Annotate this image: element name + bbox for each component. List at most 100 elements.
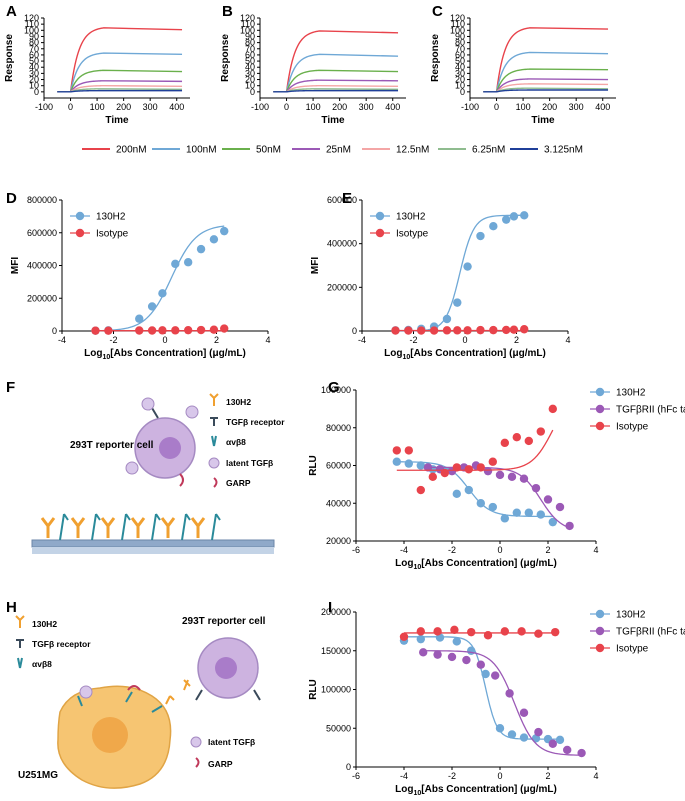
latent-tgfb-shape-2: [125, 461, 139, 475]
y-tick-label: 90: [455, 31, 465, 41]
data-point-130H2: [489, 222, 498, 231]
sensorgram-line-50nM: [57, 69, 183, 93]
data-point-Isotype: [483, 631, 493, 640]
legend-garp: GARP: [208, 759, 233, 769]
panel-letter-h: H: [6, 599, 17, 616]
x-axis-label: Log10[Abs Concentration] (μg/mL): [395, 558, 557, 571]
y-tick-label: 100: [240, 25, 255, 35]
sensorgram-line-200nM: [273, 30, 399, 93]
sensorgram-line-100nM: [57, 52, 183, 93]
sensorgram-line-3.125nM: [483, 89, 609, 93]
data-point-130H2: [476, 231, 485, 241]
y-tick-label: 20: [455, 75, 465, 85]
schematic-f-legend: 130H2 TGFβ receptor αvβ8 latent TGFβ GAR…: [208, 393, 285, 488]
sensorgram-line-50nM: [483, 68, 609, 93]
data-point-Isotype: [429, 326, 439, 335]
data-point-130H2: [548, 517, 557, 527]
x-tick-label: 300: [359, 102, 374, 112]
garp-shape: [179, 473, 184, 487]
data-point-130H2: [183, 258, 193, 267]
y-tick-label: 10: [455, 81, 465, 91]
y-tick-label: 0: [52, 326, 57, 336]
free-antibody: [183, 679, 191, 691]
y-axis-label: MFI: [310, 257, 321, 274]
x-tick-label: -100: [35, 102, 53, 112]
data-point-TGFβRII (hFc tag): [519, 708, 529, 717]
data-point-Isotype: [171, 326, 180, 335]
y-tick-label: 40: [29, 62, 39, 72]
data-point-130H2: [464, 485, 473, 495]
x-tick-label: 0: [162, 335, 167, 345]
y-tick-label: 100: [24, 25, 39, 35]
data-point-Isotype: [147, 326, 157, 335]
y-tick-label: 40: [245, 62, 255, 72]
legend-tgfb-receptor: TGFβ receptor: [32, 639, 91, 649]
x-tick-label: 400: [169, 102, 184, 112]
receptor-shape: [195, 689, 261, 701]
reporter-chart-i: -6 -4 -2 0 2 4 0 50000 100000 150000 200000 Log10[A…: [308, 607, 685, 797]
x-tick-label: 400: [385, 102, 400, 112]
spr-legend-label: 50nM: [256, 145, 281, 156]
legend-latent-tgfb: latent TGFβ: [208, 737, 255, 747]
x-tick-label: 300: [569, 102, 584, 112]
x-axis-label: Log10[Abs Concentration] (μg/mL): [84, 348, 246, 361]
sensorgram-line-50nM: [273, 69, 399, 93]
data-point-130H2: [463, 262, 472, 271]
sensorgram-line-12.5nM: [57, 84, 183, 93]
data-point-Isotype: [512, 432, 521, 442]
data-point-Isotype: [399, 632, 409, 641]
garp-shape: [127, 685, 141, 691]
garp-icon: [213, 477, 218, 488]
y-axis-label: RLU: [308, 455, 319, 476]
y-tick-label: 60: [245, 50, 255, 60]
x-tick-label: -2: [109, 335, 117, 345]
x-tick-label: -6: [352, 771, 360, 781]
binding-chart-e: -4 -2 0 2 4 0 200000 400000 600000 Log10[Abs Conc…: [310, 195, 571, 361]
y-tick-label: 600000: [327, 195, 357, 205]
data-point-Isotype: [416, 485, 425, 495]
data-point-TGFβRII (hFc tag): [447, 652, 457, 662]
y-tick-label: 0: [460, 87, 465, 97]
data-point-130H2: [416, 461, 425, 470]
y-tick-label: 90: [29, 31, 39, 41]
x-tick-label: 0: [284, 102, 289, 112]
y-tick-label: 50: [455, 56, 465, 66]
legend-marker: [595, 626, 605, 636]
sensorgram-line-25nM: [273, 79, 399, 93]
garp-icon: [195, 757, 200, 768]
data-point-130H2: [416, 634, 425, 644]
data-point-TGFβRII (hFc tag): [543, 495, 553, 504]
data-point-Isotype: [500, 438, 509, 448]
y-tick-label: 50000: [326, 723, 351, 733]
data-point-Isotype: [433, 627, 442, 636]
sensorgram-line-100nM: [483, 51, 609, 93]
x-tick-label: 200: [116, 102, 131, 112]
x-tick-label: -6: [352, 545, 360, 555]
sensorgram-line-6.25nM: [483, 87, 609, 93]
x-tick-label: 300: [143, 102, 158, 112]
panel-letter-i: I: [328, 599, 332, 616]
data-point-TGFβRII (hFc tag): [507, 472, 517, 482]
data-point-Isotype: [517, 627, 526, 636]
legend-label: TGFβRII (hFc tag): [616, 627, 685, 638]
y-tick-label: 90: [245, 31, 255, 41]
data-point-130H2: [476, 499, 485, 508]
plate-membrane: [31, 539, 275, 548]
y-tick-label: 20: [245, 75, 255, 85]
antibody-icon: [15, 615, 25, 628]
y-tick-label: 80: [455, 38, 465, 48]
data-point-130H2: [453, 298, 462, 307]
x-tick-label: -4: [400, 545, 408, 555]
x-tick-label: 0: [497, 545, 502, 555]
data-point-Isotype: [391, 326, 400, 335]
panel-letter-e: E: [342, 190, 352, 207]
tumor-cell-label: U251MG: [18, 770, 58, 781]
data-point-Isotype: [509, 325, 519, 334]
spr-legend-label: 6.25nM: [472, 145, 505, 156]
y-tick-label: 70: [29, 44, 39, 54]
x-tick-label: 2: [214, 335, 219, 345]
data-point-TGFβRII (hFc tag): [462, 655, 471, 665]
data-point-TGFβRII (hFc tag): [519, 474, 529, 483]
data-point-TGFβRII (hFc tag): [563, 745, 572, 755]
y-tick-label: 400000: [27, 261, 57, 271]
